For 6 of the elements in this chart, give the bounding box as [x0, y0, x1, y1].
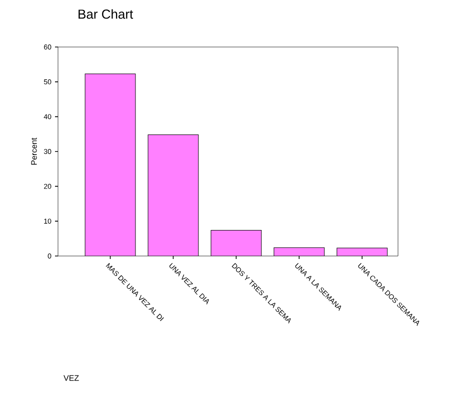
- y-axis-title: Percent: [31, 138, 37, 165]
- bar: [211, 230, 262, 256]
- text: VEZ: [64, 375, 79, 381]
- bar: [85, 74, 136, 256]
- bar: [148, 134, 198, 256]
- chart-title: Bar Chart: [78, 9, 134, 19]
